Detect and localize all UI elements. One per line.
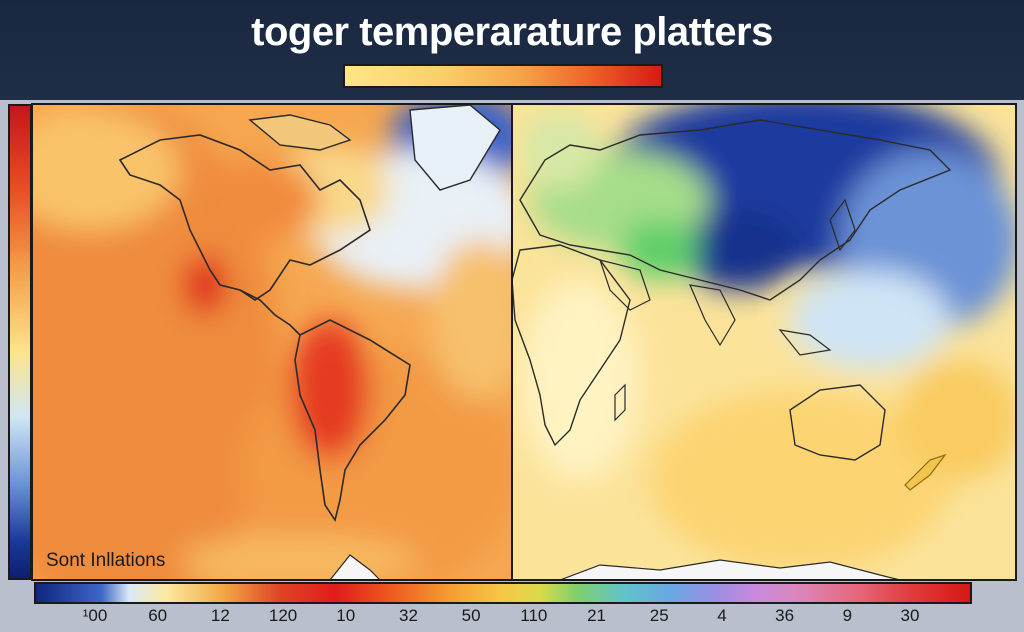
panel-left-heatmap (32, 104, 512, 580)
scale-tick-label: 50 (461, 606, 481, 625)
africa-outline (512, 244, 631, 447)
scale-tick-label: ¹00 (82, 606, 108, 625)
madagascar-outline (614, 383, 626, 422)
scale-tick-label: 30 (900, 606, 920, 625)
se-asia-islands-outline (778, 329, 832, 356)
panel-label: Sont Inllations (46, 550, 166, 571)
scale-tick-label: 4 (717, 606, 727, 625)
scale-tick-label: 60 (148, 606, 168, 625)
header-bar: toger temperarature platters (0, 0, 1024, 100)
scale-tick-label: 12 (210, 606, 230, 625)
scale-tick-label: 110 (520, 606, 548, 625)
map-title: toger temperarature platters (251, 10, 773, 54)
eurasia-outline (519, 119, 952, 301)
scale-tick-label: 120 (268, 606, 298, 625)
scale-tick-label: 36 (775, 606, 795, 625)
australia-outline (789, 384, 886, 461)
south-america-outline (294, 319, 411, 522)
scale-tick-label: 9 (842, 606, 853, 625)
central-america-outline (239, 289, 301, 336)
scale-tick-label: 25 (649, 606, 669, 625)
arabia-outline (599, 259, 651, 311)
top-color-scale (343, 64, 663, 88)
japan-outline (829, 198, 856, 252)
scale-tick-label: 10 (336, 606, 356, 625)
left-color-scale (8, 104, 32, 580)
india-outline (689, 284, 736, 347)
north-america-outline (118, 134, 371, 301)
new-zealand-outline (904, 453, 947, 491)
bottom-color-scale (34, 582, 972, 604)
antarctica-edge-right (559, 559, 901, 580)
panel-right-frame (511, 103, 1017, 581)
arctic-islands-outline (248, 114, 352, 151)
panel-right-heatmap (512, 104, 1016, 580)
antarctica-edge-left (329, 554, 381, 580)
scale-tick-label: 21 (587, 606, 606, 625)
scale-tick-label: 32 (398, 606, 418, 625)
